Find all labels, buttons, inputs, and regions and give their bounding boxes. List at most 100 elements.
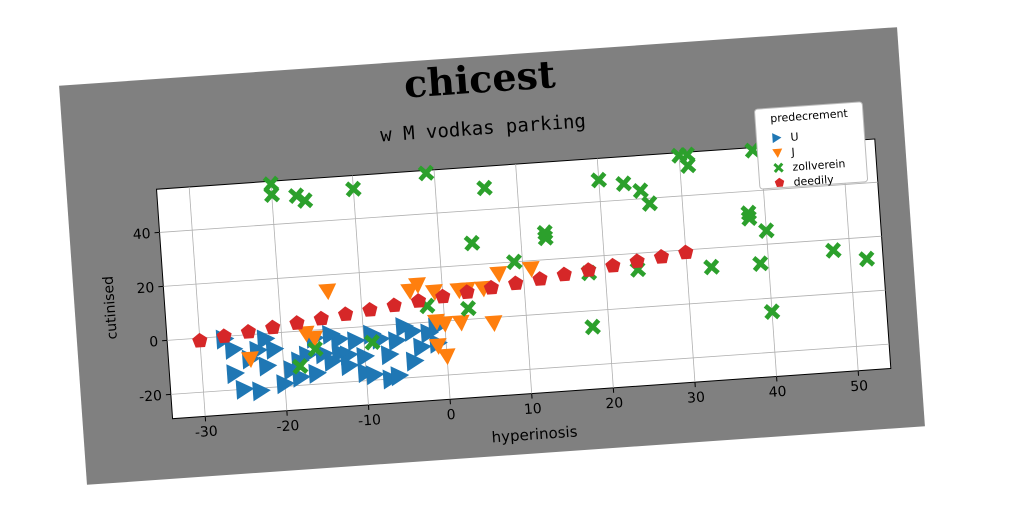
- point-zollverein: [858, 250, 876, 268]
- point-deedily: [580, 262, 597, 278]
- point-deedily: [653, 249, 669, 264]
- x-gridline: [270, 181, 288, 411]
- point-u: [315, 344, 334, 365]
- point-zollverein: [679, 157, 697, 174]
- point-deedily: [508, 275, 524, 291]
- y-gridline: [159, 181, 878, 233]
- x-tick-label: 50: [850, 378, 869, 395]
- point-j: [296, 325, 315, 343]
- point-u: [388, 331, 407, 352]
- point-u: [340, 356, 360, 377]
- point-deedily: [192, 332, 208, 348]
- point-zollverein: [584, 318, 601, 336]
- point-u: [258, 356, 278, 377]
- y-gridline: [167, 289, 886, 341]
- point-zollverein: [740, 204, 758, 222]
- point-zollverein: [345, 180, 362, 198]
- point-j: [318, 283, 337, 301]
- point-zollverein: [590, 171, 608, 189]
- point-deedily: [362, 301, 378, 317]
- y-tick-label: 0: [149, 334, 159, 351]
- x-gridline: [188, 186, 206, 417]
- point-j: [240, 351, 259, 368]
- point-j: [407, 277, 426, 294]
- point-zollverein: [703, 258, 720, 276]
- series-deedily: [192, 244, 694, 348]
- point-u: [224, 339, 244, 360]
- legend-label: deedily: [793, 173, 834, 189]
- point-j: [484, 315, 503, 332]
- point-deedily: [265, 319, 281, 335]
- point-u: [256, 329, 276, 350]
- marks-layer: [192, 141, 876, 402]
- point-j: [451, 314, 470, 332]
- chart-card: chicest w M vodkas parking -30 -20 -10 0 10 2…: [59, 27, 925, 485]
- point-j: [435, 315, 454, 333]
- point-zollverein: [752, 255, 769, 272]
- point-deedily: [532, 271, 548, 286]
- x-tick-label: 0: [446, 407, 456, 424]
- point-zollverein: [632, 182, 649, 199]
- point-deedily: [435, 288, 451, 304]
- x-gridline: [678, 152, 696, 383]
- point-deedily: [678, 244, 694, 260]
- y-tick-label: 40: [132, 226, 151, 243]
- point-deedily: [240, 324, 256, 339]
- point-deedily: [483, 279, 499, 295]
- point-u: [322, 324, 341, 345]
- legend-title: predecrement: [770, 107, 849, 125]
- point-u: [226, 364, 246, 385]
- legend-entry-deedily: deedily: [774, 173, 835, 189]
- x-tick-label: -20: [276, 418, 300, 436]
- point-u: [283, 360, 303, 381]
- x-gridline: [596, 158, 614, 388]
- point-u: [252, 381, 271, 402]
- point-j: [437, 348, 456, 366]
- point-zollverein: [615, 175, 632, 193]
- chart-svg: chicest w M vodkas parking -30 -20 -10 0 10 2…: [100, 51, 892, 446]
- legend-label: U: [790, 130, 799, 144]
- x-tick-label: -30: [194, 424, 218, 442]
- point-u: [420, 323, 440, 344]
- legend-entry-u: U: [772, 130, 799, 144]
- point-zollverein: [641, 195, 658, 212]
- point-zollverein: [296, 192, 314, 209]
- x-tick-label: 20: [605, 395, 624, 412]
- legend-marker: [772, 133, 782, 144]
- point-zollverein: [417, 164, 435, 182]
- y-tick-label: -20: [139, 388, 163, 406]
- point-zollverein: [263, 186, 281, 204]
- point-u: [390, 366, 410, 387]
- point-zollverein: [476, 179, 493, 197]
- x-gridline: [515, 164, 533, 394]
- series-zollverein: [262, 141, 876, 375]
- point-deedily: [337, 306, 354, 322]
- tick-layer: -30 -20 -10 0 10 20 30 40 50 -20 0 20 40: [132, 226, 869, 442]
- y-gridline: [170, 343, 890, 395]
- point-u: [347, 331, 366, 352]
- point-zollverein: [536, 224, 554, 241]
- point-j: [424, 284, 443, 301]
- point-u: [405, 351, 425, 372]
- point-deedily: [386, 297, 402, 313]
- y-gridline: [163, 235, 882, 287]
- chart-title: chicest: [402, 51, 557, 106]
- point-j: [489, 265, 508, 283]
- point-zollverein: [363, 334, 381, 351]
- legend-marker: [774, 177, 785, 188]
- point-u: [235, 379, 255, 400]
- point-u: [265, 339, 285, 360]
- chart-subtitle: w M vodkas parking: [380, 110, 587, 146]
- x-tick-label: 10: [523, 401, 542, 418]
- x-tick-label: 30: [687, 390, 706, 407]
- point-deedily: [605, 257, 621, 273]
- point-j: [428, 338, 447, 355]
- point-u: [413, 337, 432, 358]
- point-deedily: [459, 284, 475, 300]
- legend-marker: [772, 148, 783, 158]
- point-deedily: [289, 315, 305, 330]
- y-axis-label: cutinised: [100, 275, 120, 339]
- point-u: [395, 317, 414, 338]
